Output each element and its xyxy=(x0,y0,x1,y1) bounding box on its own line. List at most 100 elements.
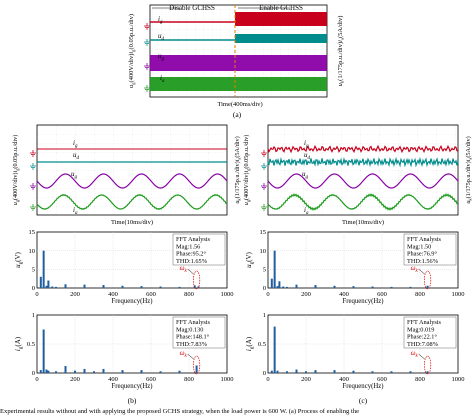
x-tick-label: 0 xyxy=(266,291,269,298)
x-tick-label: 400 xyxy=(339,291,349,298)
fft-bar xyxy=(47,280,50,288)
fft-mag: Mag:1.56 xyxy=(176,243,200,250)
x-tick-label: 1000 xyxy=(221,376,234,383)
fft-bar xyxy=(64,284,67,288)
panel-a-right-axis-label: uk(1/175p.u./div)ia(5A/div) xyxy=(337,16,345,87)
x-tick-label: 800 xyxy=(415,376,425,383)
fft-info-box xyxy=(172,316,226,349)
fft-bar xyxy=(39,276,42,288)
ground-icon xyxy=(30,204,36,211)
ground-icon xyxy=(30,163,36,170)
trace-ig xyxy=(267,144,459,154)
fft-plot-ug-b: 0 200 400 600 800 1000 0 5 10 15 Frequency(Hz) ug(V… xyxy=(14,229,234,305)
trace-ia xyxy=(267,193,459,211)
y-tick-label: 0.5 xyxy=(258,341,266,348)
y-tick-label: 1 xyxy=(263,312,266,319)
fft-bar xyxy=(314,370,317,373)
fft-bar xyxy=(55,286,57,288)
fft-thd: THD:7.08% xyxy=(407,341,439,348)
fft-bar xyxy=(83,368,86,373)
x-tick-label: 800 xyxy=(184,291,194,298)
panel-a-left-axis-label: ug(400V/div)ig(0.05p.u./div) xyxy=(128,14,136,88)
panel-b-traces xyxy=(36,148,228,211)
x-tick-label: 800 xyxy=(415,291,425,298)
axis-label-text: ug(400V/div)ig(0.05p.u./div) xyxy=(243,135,251,206)
fft-mag: Mag:0.130 xyxy=(176,326,203,333)
fft-bar xyxy=(390,286,393,288)
variable-label: ωk xyxy=(411,349,419,359)
fft-bar xyxy=(409,371,412,373)
fft-bar xyxy=(178,370,181,373)
fft-bar xyxy=(371,286,374,288)
x-tick-label: 1000 xyxy=(221,291,234,298)
fft-bar xyxy=(270,278,273,288)
ground-icon xyxy=(144,85,150,92)
fft-bar xyxy=(55,371,57,373)
fft-plot-ig-c: 0 200 400 600 800 1000 0 0.5 1 Frequency(Hz) ig(A)… xyxy=(245,312,465,390)
panel-a-traces xyxy=(150,12,327,91)
fft-bar xyxy=(352,286,355,288)
panel-b-left-axis-label: ug(400V/div)ig(0.05p.u./div) xyxy=(12,135,20,206)
trace-ud-after xyxy=(235,34,327,43)
variable-label: ig xyxy=(158,15,163,25)
fft-bar xyxy=(93,371,95,373)
axis-label-text: ug(400V/div)ig(0.05p.u./div) xyxy=(12,135,20,206)
fft-bar xyxy=(282,286,285,288)
x-tick-label: 1000 xyxy=(452,291,465,298)
panel-c-traces xyxy=(267,144,459,211)
fft-title: FFT Analysis xyxy=(407,236,442,243)
x-tick-label: 400 xyxy=(108,291,118,298)
fft-bar xyxy=(159,286,162,288)
fft-phase: Phase:22.1° xyxy=(407,334,437,341)
fft-bar xyxy=(273,326,276,373)
ground-icon xyxy=(144,23,150,30)
fft-title: FFT Analysis xyxy=(176,236,211,243)
fft-bar xyxy=(333,370,336,373)
x-tick-label: 400 xyxy=(339,376,349,383)
variable-label: ia xyxy=(304,206,309,216)
x-tick-label: 800 xyxy=(184,376,194,383)
fft-bar xyxy=(286,371,288,373)
x-tick-label: 0 xyxy=(35,376,38,383)
panel-c-time-label: Time(10ms/div) xyxy=(342,219,384,226)
trace-ia xyxy=(150,77,327,91)
fft-bar xyxy=(270,370,273,373)
fft-bar xyxy=(64,366,67,373)
fft-bar xyxy=(426,371,429,373)
x-axis-label: Frequency(Hz) xyxy=(342,383,383,390)
panel-c-right-axis-label: uk(1/175p.u./div)ia(5A/div) xyxy=(465,136,473,203)
fft-phase: Phase:76.9° xyxy=(407,251,437,258)
x-tick-label: 0 xyxy=(266,376,269,383)
fft-bar xyxy=(83,284,86,288)
y-tick-label: 15 xyxy=(260,229,267,236)
panel-a-trace-labels: ig ud ug ia xyxy=(144,15,165,92)
x-axis-label: Frequency(Hz) xyxy=(342,298,383,305)
panel-c-tag: (c) xyxy=(359,396,368,405)
x-tick-label: 200 xyxy=(70,376,80,383)
fft-bar xyxy=(45,369,48,373)
ground-icon xyxy=(261,204,267,211)
fft-thd: THD:1.56% xyxy=(407,258,439,265)
x-tick-label: 600 xyxy=(377,376,387,383)
panel-a-scope: Disable GCHSS Enable GCHSS Time(400ms/di… xyxy=(128,4,345,119)
omega-k-marker xyxy=(424,270,432,290)
panel-b-scope: ig ud ug ia Time(10ms/div) ug(400V/div)ig(0… xyxy=(12,124,242,226)
trace-ig-after xyxy=(235,12,327,26)
variable-label: ωk xyxy=(180,264,188,274)
y-tick-label: 0 xyxy=(32,370,35,377)
fft-mag: Mag:0.019 xyxy=(407,326,434,333)
trace-ug xyxy=(36,173,228,189)
fft-bar xyxy=(305,371,307,373)
panel-b-trace-labels: ig ud ug ia xyxy=(30,139,80,216)
x-tick-label: 200 xyxy=(70,291,80,298)
fft-plot-ug-c: 0 200 400 600 800 1000 0 5 10 15 Frequency(Hz) ug(V… xyxy=(245,229,465,305)
fft-bar xyxy=(195,365,198,373)
x-tick-label: 1000 xyxy=(452,376,465,383)
fft-bar xyxy=(390,371,393,373)
pointer-arrow xyxy=(418,268,425,275)
fft-bar xyxy=(178,286,181,288)
x-tick-label: 600 xyxy=(146,376,156,383)
fft-info-box xyxy=(403,316,457,349)
fft-bar xyxy=(409,286,412,288)
y-tick-label: 10 xyxy=(260,248,267,255)
